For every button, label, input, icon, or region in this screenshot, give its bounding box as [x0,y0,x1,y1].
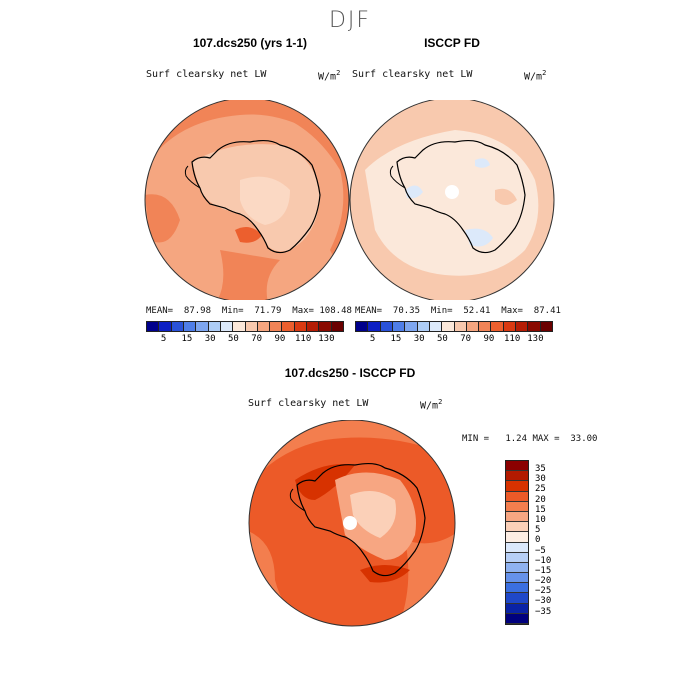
colorbar-swatch [307,322,320,331]
model-variable-label: Surf clearsky net LW [146,69,267,80]
colorbar-tick-label: 90 [274,334,286,344]
colorbar-swatch [319,322,332,331]
colorbar-tick-label: 90 [483,334,495,344]
colorbar-swatch [368,322,381,331]
colorbar-swatch [257,322,271,331]
colorbar-tick-label: 50 [227,334,239,344]
colorbar-tick-label: −30 [535,596,552,607]
colorbar-swatch [171,322,184,331]
colorbar-tick-label: 70 [251,334,263,344]
obs-panel-title: ISCCP FD [424,36,480,50]
colorbar-swatch [506,491,528,502]
colorbar-swatch [506,613,528,624]
colorbar-tick-label: −35 [535,606,552,617]
colorbar-tick-label: 10 [535,514,546,525]
colorbar-tick-label: −10 [535,555,552,566]
colorbar-swatch [506,511,528,523]
colorbar-tick-label: 30 [535,474,546,485]
colorbar-tick-label: 15 [535,504,546,515]
obs-stats: MEAN= 70.35 Min= 52.41 Max= 87.41 [355,306,561,316]
colorbar-swatch [159,322,172,331]
colorbar-swatch [491,322,504,331]
colorbar-tick-label: 110 [294,334,312,344]
colorbar-tick-label: −20 [535,576,552,587]
colorbar-swatch [506,603,528,614]
colorbar-tick-label: 0 [535,535,541,546]
colorbar-swatch [405,322,418,331]
colorbar-swatch [506,573,528,584]
colorbar-tick-label: 130 [527,334,544,344]
colorbar-swatch [429,322,443,331]
colorbar-tick-label: 130 [318,334,335,344]
colorbar-tick-label: 70 [460,334,472,344]
colorbar-swatch [196,322,209,331]
obs-units-label: W/m2 [524,69,547,83]
colorbar-swatch [506,542,528,553]
colorbar-tick-label: 50 [436,334,448,344]
colorbar-swatch [245,322,258,331]
diff-panel-title: 107.dcs250 - ISCCP FD [284,366,416,380]
colorbar-swatch [540,322,552,331]
colorbar-swatch [454,322,467,331]
colorbar-swatch [220,322,234,331]
diff-units-label: W/m2 [420,398,443,412]
colorbar-swatch [479,322,492,331]
colorbar-swatch [208,322,221,331]
colorbar-swatch [270,322,283,331]
colorbar-tick-label: 25 [535,484,546,495]
colorbar-swatch [466,322,480,331]
colorbar-swatch [506,562,528,574]
colorbar-swatch [506,532,528,543]
colorbar-swatch [282,322,295,331]
model-panel-title: 107.dcs250 (yrs 1-1) [192,36,308,50]
colorbar-swatch [392,322,406,331]
colorbar-swatch [506,501,528,512]
diff-stats: MIN = 1.24 MAX = 33.00 [462,434,598,444]
colorbar-tick-label: 15 [390,334,402,344]
colorbar-swatch [506,471,528,482]
diff-colorbar: 35 30 25 20 15 10 5 0 −5 −10 −15 −20 −25 −30 −35 [505,460,551,625]
colorbar-tick-label: 30 [204,334,216,344]
model-units-label: W/m2 [318,69,341,83]
colorbar-swatch [417,322,430,331]
colorbar-swatch [380,322,393,331]
colorbar-swatch [147,322,160,331]
colorbar-swatch [506,593,528,604]
colorbar-tick-label: 20 [535,494,546,505]
colorbar-swatch [506,522,528,533]
obs-colorbar: 5 15 30 50 70 90 110 130 [355,321,553,344]
colorbar-swatch [331,322,343,331]
colorbar-swatch [506,552,528,563]
colorbar-swatch [516,322,529,331]
colorbar-tick-label: 110 [503,334,521,344]
colorbar-tick-label: 30 [413,334,425,344]
colorbar-tick-label: −15 [535,565,552,576]
colorbar-swatch [356,322,369,331]
colorbar-tick-label: −25 [535,586,552,597]
model-colorbar: 5 15 30 50 70 90 110 130 [146,321,344,344]
colorbar-tick-label: 15 [181,334,193,344]
colorbar-swatch [233,322,246,331]
season-title: DJF [328,8,372,33]
colorbar-swatch [442,322,455,331]
diff-variable-label: Surf clearsky net LW [248,398,369,409]
colorbar-swatch [506,481,528,492]
colorbar-swatch [183,322,197,331]
colorbar-swatch [294,322,308,331]
colorbar-swatch [528,322,541,331]
colorbar-swatch [503,322,517,331]
colorbar-tick-label: 35 [535,464,546,474]
antarctica-coastline [191,139,321,254]
diff-polar-map [248,420,456,627]
colorbar-swatch [506,461,528,472]
obs-variable-label: Surf clearsky net LW [352,69,473,80]
colorbar-tick-label: 5 [535,525,541,536]
model-stats: MEAN= 87.98 Min= 71.79 Max= 108.48 [146,306,352,316]
colorbar-tick-label: 5 [160,334,167,344]
colorbar-swatch [506,583,528,594]
obs-polar-map [349,100,555,300]
colorbar-tick-label: −5 [535,545,546,556]
model-polar-map [144,100,350,300]
colorbar-tick-label: 5 [369,334,376,344]
